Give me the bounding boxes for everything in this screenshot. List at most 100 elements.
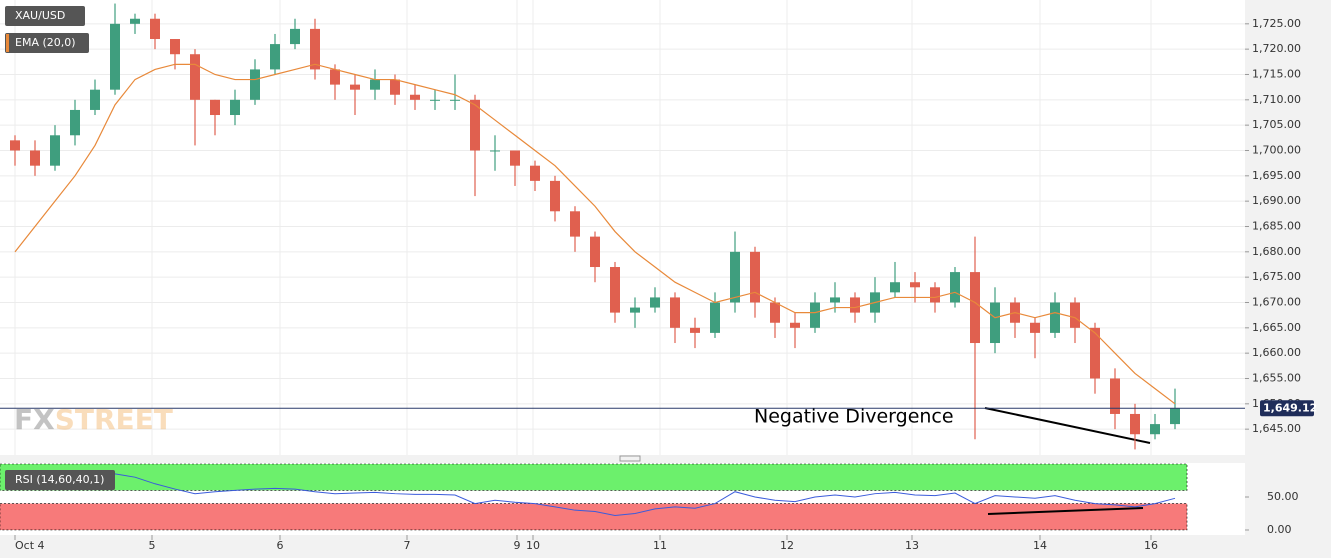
y-tick-label: 1,680.00 [1252, 245, 1301, 258]
y-tick-label: 1,715.00 [1252, 67, 1301, 80]
candle-body [130, 18, 140, 24]
candle-body [570, 211, 580, 237]
candle-body [50, 135, 60, 166]
x-tick-label: 11 [653, 539, 667, 552]
x-tick-label: 9 [514, 539, 521, 552]
price-panel [0, 0, 1245, 455]
panel-handle[interactable] [619, 455, 641, 462]
rsi-zone [0, 463, 1188, 491]
rsi-zone [0, 503, 1188, 531]
candle-body [30, 150, 40, 166]
candle-body [150, 18, 160, 40]
last-price-label: 1,649.12 [1263, 401, 1317, 414]
legend-label: RSI (14,60,40,1) [15, 473, 104, 486]
candle-body [650, 297, 660, 308]
candle-body [370, 79, 380, 90]
watermark: FXSTREET [14, 403, 173, 436]
x-tick-label: Oct 4 [15, 539, 45, 552]
legend-badge [5, 33, 89, 53]
y-tick-label: 1,645.00 [1252, 422, 1301, 435]
candle-body [730, 251, 740, 303]
candle-body [1110, 378, 1120, 414]
candle-body [250, 69, 260, 100]
candle-body [890, 282, 900, 293]
candle-body [310, 28, 320, 70]
candle-body [510, 150, 520, 166]
candle-body [790, 322, 800, 328]
candle-body [1170, 408, 1180, 425]
candle-body [290, 28, 300, 45]
candle-body [810, 302, 820, 328]
candle-body [390, 79, 400, 95]
legend-swatch [6, 34, 9, 52]
candle-body [930, 287, 940, 303]
candle-body [970, 272, 980, 344]
candle-body [110, 23, 120, 90]
y-tick-label: 1,690.00 [1252, 194, 1301, 207]
legend-label: EMA (20,0) [15, 36, 76, 49]
candle-body [270, 44, 280, 70]
rsi-line [14, 473, 1176, 516]
annotation: Negative Divergence [754, 406, 954, 428]
candle-body [610, 267, 620, 313]
candle-body [1130, 413, 1140, 435]
candle-body [1050, 302, 1060, 333]
candle-body [190, 54, 200, 100]
candle-body [70, 109, 80, 136]
y-tick-label: 0.00 [1267, 523, 1292, 536]
candle-body [450, 99, 460, 101]
y-tick-label: 1,710.00 [1252, 93, 1301, 106]
candle-body [850, 297, 860, 313]
candle-body [590, 236, 600, 268]
divergence-line [984, 407, 1151, 444]
candle-body [950, 272, 960, 303]
y-tick-label: 1,685.00 [1252, 219, 1301, 232]
rsi-divergence-line [987, 507, 1144, 515]
legend-badge [5, 470, 115, 490]
candle-body [1070, 302, 1080, 328]
candle-body [750, 251, 760, 303]
x-tick-label: 12 [780, 539, 794, 552]
y-tick-label: 1,725.00 [1252, 17, 1301, 30]
y-tick-label: 50.00 [1267, 490, 1299, 503]
candle-body [550, 180, 560, 212]
candle-body [1030, 322, 1040, 333]
legend-badge [5, 6, 85, 26]
candle-body [1150, 424, 1160, 435]
x-tick-label: 5 [149, 539, 156, 552]
candle-body [990, 302, 1000, 344]
candle-body [670, 297, 680, 328]
last-price-box [1260, 400, 1314, 417]
candle-body [490, 150, 500, 152]
y-tick-label: 1,700.00 [1252, 143, 1301, 156]
x-tick-label: 10 [526, 539, 540, 552]
y-tick-label: 1,665.00 [1252, 321, 1301, 334]
candle-body [470, 99, 480, 151]
candle-body [770, 302, 780, 323]
y-tick-label: 1,720.00 [1252, 42, 1301, 55]
candle-body [90, 89, 100, 110]
candle-body [410, 94, 420, 100]
candle-body [910, 282, 920, 288]
x-tick-label: 7 [404, 539, 411, 552]
x-tick-label: 6 [277, 539, 284, 552]
y-tick-label: 1,695.00 [1252, 169, 1301, 182]
x-tick-label: 14 [1033, 539, 1047, 552]
layer [0, 0, 1245, 531]
candle-body [330, 69, 340, 85]
candle-body [10, 140, 20, 151]
candle-body [170, 39, 180, 55]
candle-body [350, 84, 360, 90]
y-tick-label: 1,670.00 [1252, 295, 1301, 308]
candle-body [830, 297, 840, 303]
y-tick-label: 1,675.00 [1252, 270, 1301, 283]
candle-body [710, 302, 720, 333]
y-tick-label: 1,655.00 [1252, 371, 1301, 384]
candle-body [530, 165, 540, 181]
candle-body [230, 99, 240, 116]
ema-line [14, 63, 1176, 405]
x-tick-label: 13 [905, 539, 919, 552]
candle-body [1090, 327, 1100, 379]
y-tick-label: 1,660.00 [1252, 346, 1301, 359]
